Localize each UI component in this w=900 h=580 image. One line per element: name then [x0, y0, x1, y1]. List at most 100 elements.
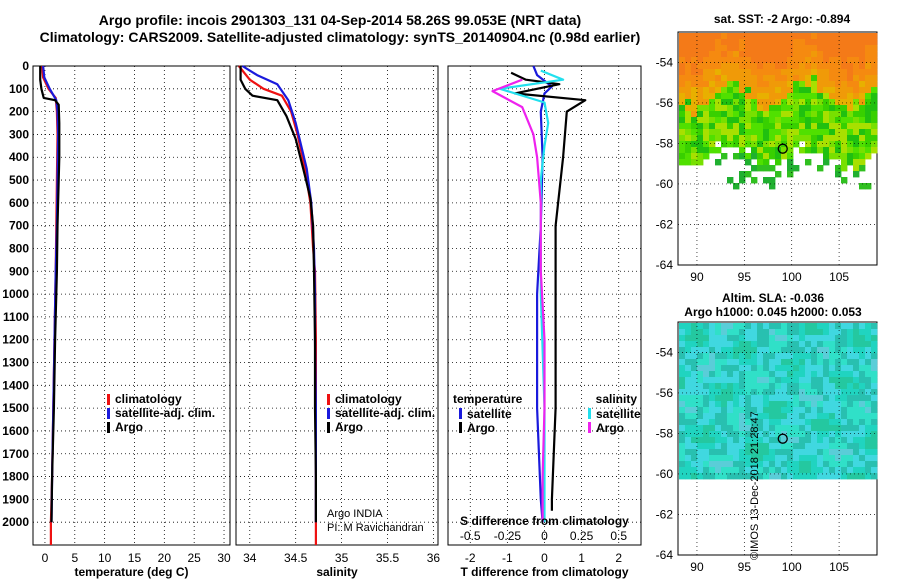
map-cell: [841, 431, 848, 438]
map-cell: [727, 105, 734, 112]
map-cell: [745, 159, 752, 166]
map-cell: [763, 123, 770, 130]
map-cell: [751, 359, 758, 366]
map-cell: [685, 45, 692, 52]
map-cell: [853, 51, 860, 58]
map-cell: [859, 419, 866, 426]
map-cell: [703, 413, 710, 420]
map-cell: [751, 33, 758, 40]
map-cell: [691, 93, 698, 100]
map-cell: [715, 455, 722, 462]
map-cell: [811, 323, 818, 330]
map-lat-label: -54: [656, 345, 674, 359]
map-cell: [793, 395, 800, 402]
map-cell: [709, 45, 716, 52]
map-cell: [751, 455, 758, 462]
map-cell: [853, 365, 860, 372]
map-cell: [697, 407, 704, 414]
map-cell: [727, 371, 734, 378]
map-cell: [817, 413, 824, 420]
map-cell: [781, 147, 788, 154]
map-cell: [745, 455, 752, 462]
map-cell: [859, 183, 866, 190]
map-cell: [751, 117, 758, 124]
map-cell: [709, 401, 716, 408]
map-cell: [841, 377, 848, 384]
map-cell: [709, 371, 716, 378]
map-cell: [799, 129, 806, 136]
map-cell: [775, 87, 782, 94]
argo-program-label: Argo INDIA: [327, 508, 383, 520]
map-cell: [823, 153, 830, 160]
map-cell: [727, 443, 734, 450]
map-cell: [763, 159, 770, 166]
map-cell: [739, 437, 746, 444]
map-cell: [799, 401, 806, 408]
map-cell: [823, 57, 830, 64]
map-lon-label: 95: [738, 270, 752, 284]
map-cell: [811, 75, 818, 82]
map-cell: [781, 33, 788, 40]
map-cell: [799, 117, 806, 124]
map-cell: [805, 335, 812, 342]
map-cell: [757, 141, 764, 148]
map-cell: [745, 123, 752, 130]
map-cell: [841, 341, 848, 348]
map-cell: [841, 147, 848, 154]
map-cell: [763, 437, 770, 444]
map-cell: [685, 329, 692, 336]
map-cell: [787, 467, 794, 474]
map-cell: [835, 39, 842, 46]
map-cell: [865, 413, 872, 420]
map-cell: [697, 371, 704, 378]
map-cell: [751, 63, 758, 70]
map-cell: [745, 39, 752, 46]
map-cell: [847, 359, 854, 366]
map-cell: [757, 57, 764, 64]
map-cell: [865, 57, 872, 64]
map-cell: [703, 105, 710, 112]
map-cell: [679, 353, 686, 360]
map-cell: [787, 141, 794, 148]
map-cell: [829, 389, 836, 396]
map-cell: [793, 63, 800, 70]
map-cell: [847, 473, 854, 480]
map-cell: [859, 165, 866, 172]
map-cell: [727, 129, 734, 136]
map-cell: [709, 449, 716, 456]
map-cell: [841, 123, 848, 130]
map-cell: [799, 57, 806, 64]
map-cell: [799, 105, 806, 112]
map-cell: [853, 371, 860, 378]
map-cell: [835, 45, 842, 52]
diff-legend-label-t-argo: Argo: [467, 421, 495, 435]
map-cell: [805, 455, 812, 462]
map-cell: [859, 407, 866, 414]
map-cell: [715, 437, 722, 444]
map-cell: [829, 117, 836, 124]
map-cell: [751, 39, 758, 46]
map-cell: [823, 141, 830, 148]
map-cell: [793, 45, 800, 52]
map-cell: [763, 383, 770, 390]
map-cell: [805, 75, 812, 82]
map-cell: [715, 45, 722, 52]
map-cell: [817, 401, 824, 408]
map-cell: [709, 63, 716, 70]
map-cell: [709, 437, 716, 444]
map-cell: [739, 383, 746, 390]
map-cell: [787, 153, 794, 160]
map-cell: [823, 123, 830, 130]
map-cell: [853, 323, 860, 330]
map-cell: [697, 425, 704, 432]
map-cell: [853, 117, 860, 124]
y-tick-label: 1000: [2, 287, 29, 301]
map-cell: [715, 389, 722, 396]
map-cell: [703, 365, 710, 372]
map-cell: [835, 147, 842, 154]
map-lat-label: -62: [656, 507, 674, 521]
map-cell: [679, 105, 686, 112]
map-cell: [757, 87, 764, 94]
map-cell: [847, 335, 854, 342]
map-cell: [691, 51, 698, 58]
